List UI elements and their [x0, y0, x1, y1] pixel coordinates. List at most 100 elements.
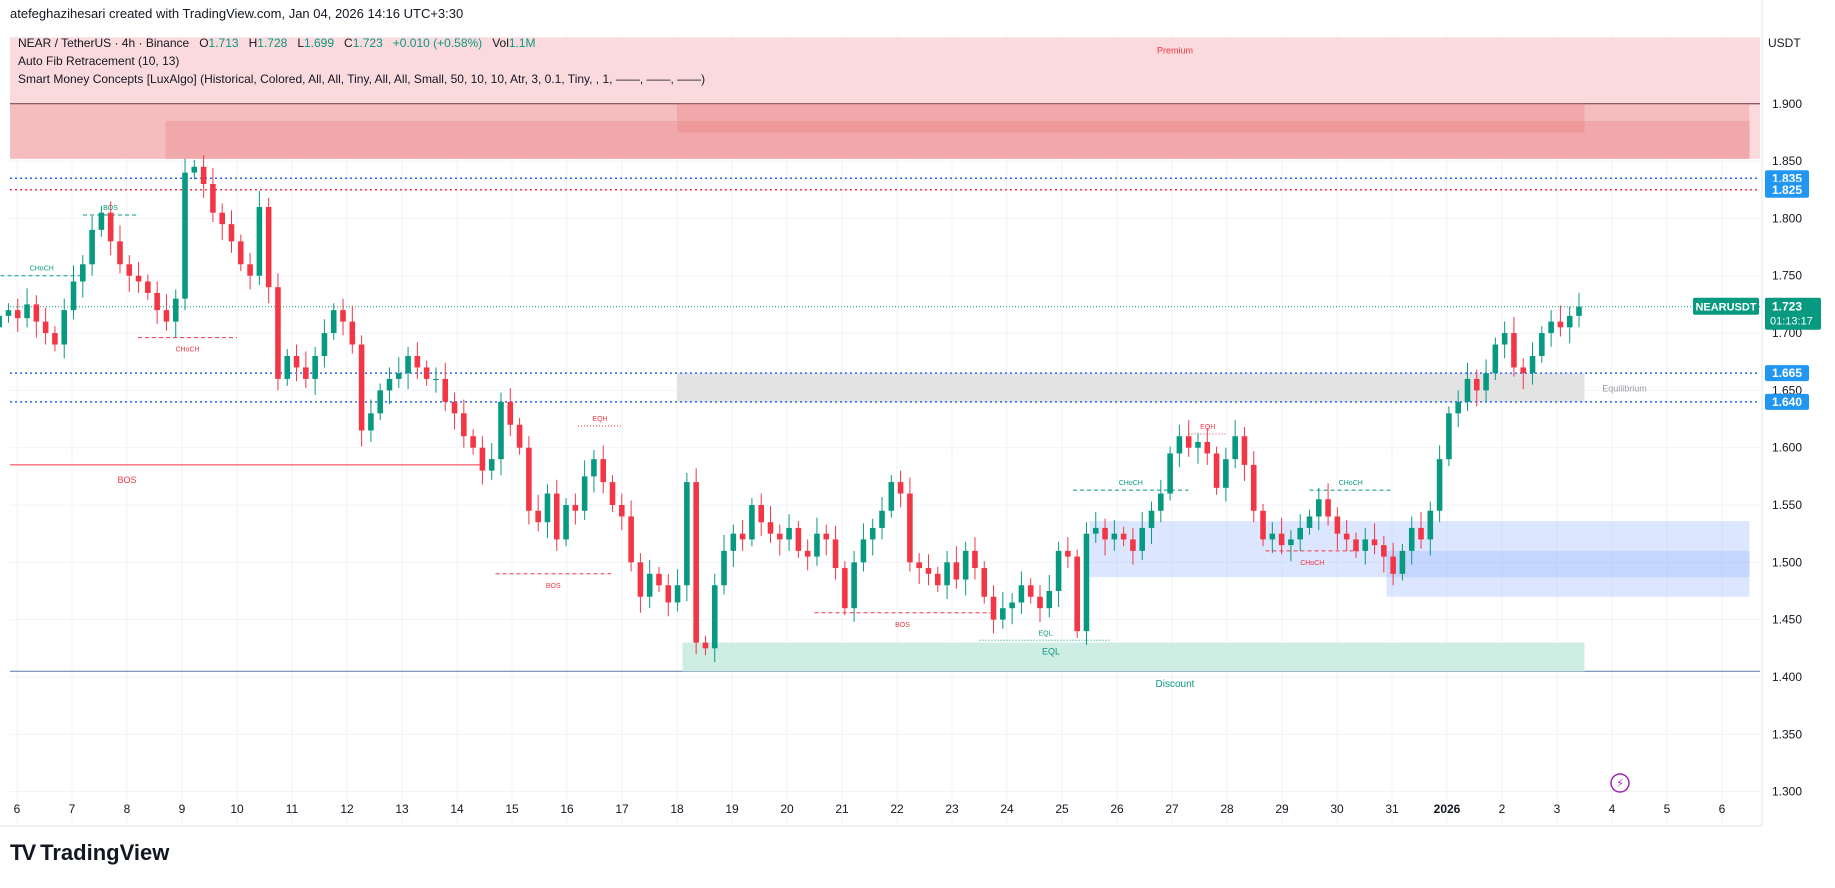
candle-body: [1027, 585, 1034, 597]
candle-body: [767, 522, 774, 534]
candle-body: [1083, 533, 1090, 632]
close-label: C: [344, 36, 353, 50]
candle-body: [739, 533, 746, 540]
candle-body: [804, 550, 811, 557]
candle-body: [1399, 550, 1406, 574]
candle-body: [702, 642, 709, 649]
x-tick-label: 22: [890, 802, 904, 816]
structure-label: BOS: [117, 475, 136, 485]
candle-body: [1381, 545, 1387, 557]
y-tick-label: 1.450: [1772, 613, 1802, 627]
high-value: 1.728: [257, 36, 288, 50]
ohlc-row[interactable]: NEAR / TetherUS · 4h · Binance O1.713 H1…: [18, 34, 705, 52]
low-label: L: [297, 36, 304, 50]
lightning-icon: [1610, 773, 1630, 793]
x-tick-label: 6: [1719, 802, 1726, 816]
x-tick-label: 12: [340, 802, 354, 816]
candle-body: [1325, 499, 1331, 517]
candle-body: [972, 550, 978, 569]
candle-body: [1455, 401, 1461, 414]
candle-body: [981, 568, 988, 597]
x-tick-label: 13: [395, 802, 409, 816]
indicator-fib[interactable]: Auto Fib Retracement (10, 13): [18, 54, 180, 68]
candle-body: [247, 264, 253, 276]
candle-body: [1213, 453, 1220, 488]
y-tick-label: 1.400: [1772, 670, 1802, 684]
candle-body: [1529, 355, 1536, 374]
candle-body: [1195, 441, 1201, 448]
x-tick-label: 9: [179, 802, 186, 816]
y-tick-label: 1.300: [1772, 785, 1802, 799]
candle-body: [321, 333, 328, 356]
candle-body: [730, 533, 737, 551]
candle-body: [1390, 556, 1396, 574]
candle-body: [1037, 596, 1043, 609]
x-tick-label: 17: [615, 802, 629, 816]
candle-body: [433, 378, 439, 380]
candle-body: [423, 367, 430, 379]
candle-body: [516, 424, 523, 448]
candle-body: [860, 539, 867, 563]
candle-body: [777, 533, 783, 540]
close-value: 1.723: [352, 36, 383, 50]
zone-label-discount: Discount: [1156, 679, 1195, 690]
candle-body: [358, 344, 365, 431]
candle-body: [1074, 556, 1080, 632]
symbol-name[interactable]: NEAR / TetherUS · 4h · Binance: [18, 36, 190, 50]
candle-body: [832, 539, 839, 569]
volume-label: Vol: [492, 36, 509, 50]
structure-label: EQH: [592, 416, 607, 423]
candle-body: [256, 206, 263, 276]
candle-body: [916, 562, 922, 569]
candle-body: [544, 493, 551, 523]
x-tick-label: 2026: [1434, 802, 1461, 816]
candle-body: [126, 264, 133, 276]
candle-body: [591, 459, 597, 477]
candle-body: [637, 562, 644, 597]
candle-body: [1288, 539, 1294, 546]
y-tick-label: 1.800: [1772, 211, 1802, 225]
candle-body: [293, 355, 300, 368]
indicator-smc[interactable]: Smart Money Concepts [LuxAlgo] (Historic…: [18, 72, 706, 86]
candle-body: [749, 505, 755, 540]
candle-body: [219, 212, 225, 225]
candle-body: [210, 184, 216, 213]
candle-body: [89, 229, 95, 265]
candle-body: [869, 527, 876, 540]
x-tick-label: 2: [1499, 802, 1506, 816]
candle-body: [1557, 321, 1564, 328]
structure-label: BOS: [546, 583, 561, 590]
x-tick-label: 6: [14, 802, 21, 816]
candle-body: [1120, 533, 1127, 540]
candle-body: [42, 321, 49, 334]
candle-body: [1167, 453, 1173, 494]
lightning-icon-glyph: ⚡: [1616, 778, 1624, 790]
x-tick-label: 28: [1220, 802, 1234, 816]
candle-body: [163, 310, 170, 322]
candle-body: [758, 505, 764, 523]
zone-premium: [10, 37, 1760, 159]
candle-body: [721, 550, 727, 586]
candle-body: [1473, 378, 1480, 391]
currency-label[interactable]: USDT: [1768, 36, 1801, 50]
candle-body: [451, 401, 458, 414]
x-tick-label: 30: [1330, 802, 1344, 816]
candle-body: [14, 310, 21, 319]
candle-body: [1306, 516, 1313, 528]
chart-legend: NEAR / TetherUS · 4h · Binance O1.713 H1…: [18, 34, 705, 88]
zones: Premium Equilibrium Discount EQL: [10, 37, 1760, 690]
order-block-red: [677, 103, 1585, 133]
candle-body: [0, 315, 2, 328]
x-tick-label: 14: [450, 802, 464, 816]
candle-body: [1092, 527, 1099, 534]
candle-body: [1223, 459, 1229, 488]
candle-body: [581, 476, 588, 511]
tradingview-brand[interactable]: TV TradingView: [10, 840, 169, 866]
y-tick-label: 1.350: [1772, 727, 1802, 741]
candle-body: [1018, 585, 1025, 603]
candle-body: [70, 281, 77, 311]
candle-body: [1566, 315, 1573, 328]
